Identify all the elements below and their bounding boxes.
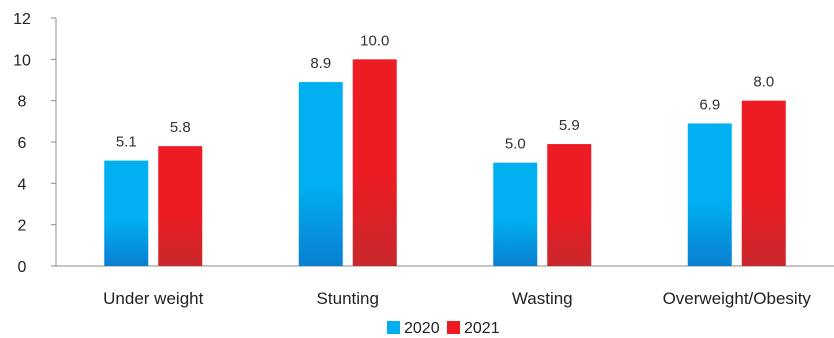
bar-2021-2 (547, 144, 592, 266)
data-label-2021-0: 5.8 (170, 119, 191, 136)
bar-2020-3 (687, 123, 732, 267)
category-label-1: Stunting (317, 289, 379, 308)
y-tick-label: 6 (18, 135, 27, 152)
category-labels-group: Under weight Stunting Wasting Overweight/Ob… (103, 289, 811, 308)
data-labels-group: 5.1 5.8 8.9 10.0 5.0 5.9 6.9 8.0 (116, 32, 774, 152)
legend-label-2020: 2020 (404, 320, 440, 337)
data-label-2021-1: 10.0 (360, 32, 389, 49)
data-label-2020-2: 5.0 (505, 136, 526, 153)
y-axis: 0 2 4 6 8 10 12 (13, 11, 57, 276)
category-label-0: Under weight (103, 289, 203, 308)
legend-swatch-2021 (447, 321, 460, 334)
y-tick-label: 0 (18, 259, 27, 276)
bar-2020-0 (104, 160, 149, 266)
category-label-3: Overweight/Obesity (663, 289, 812, 308)
bar-2021-3 (741, 100, 786, 267)
y-tick-label: 4 (18, 176, 27, 193)
y-tick-label: 2 (18, 218, 27, 235)
data-label-2021-3: 8.0 (753, 74, 774, 91)
category-label-2: Wasting (512, 289, 573, 308)
data-label-2020-3: 6.9 (699, 96, 720, 113)
data-label-2021-2: 5.9 (559, 117, 580, 134)
bar-2020-1 (298, 82, 343, 266)
legend-swatch-2020 (387, 321, 400, 334)
y-tick-label: 10 (13, 52, 31, 69)
legend: 2020 2021 (387, 320, 500, 337)
data-label-2020-0: 5.1 (116, 134, 137, 151)
bar-2021-0 (158, 146, 203, 266)
bar-2021-1 (352, 59, 397, 267)
y-tick-label: 12 (13, 11, 31, 28)
bar-2020-2 (493, 162, 538, 266)
legend-label-2021: 2021 (464, 320, 500, 337)
y-tick-label: 8 (18, 94, 27, 111)
bars-group (104, 59, 786, 267)
data-label-2020-1: 8.9 (310, 55, 331, 72)
